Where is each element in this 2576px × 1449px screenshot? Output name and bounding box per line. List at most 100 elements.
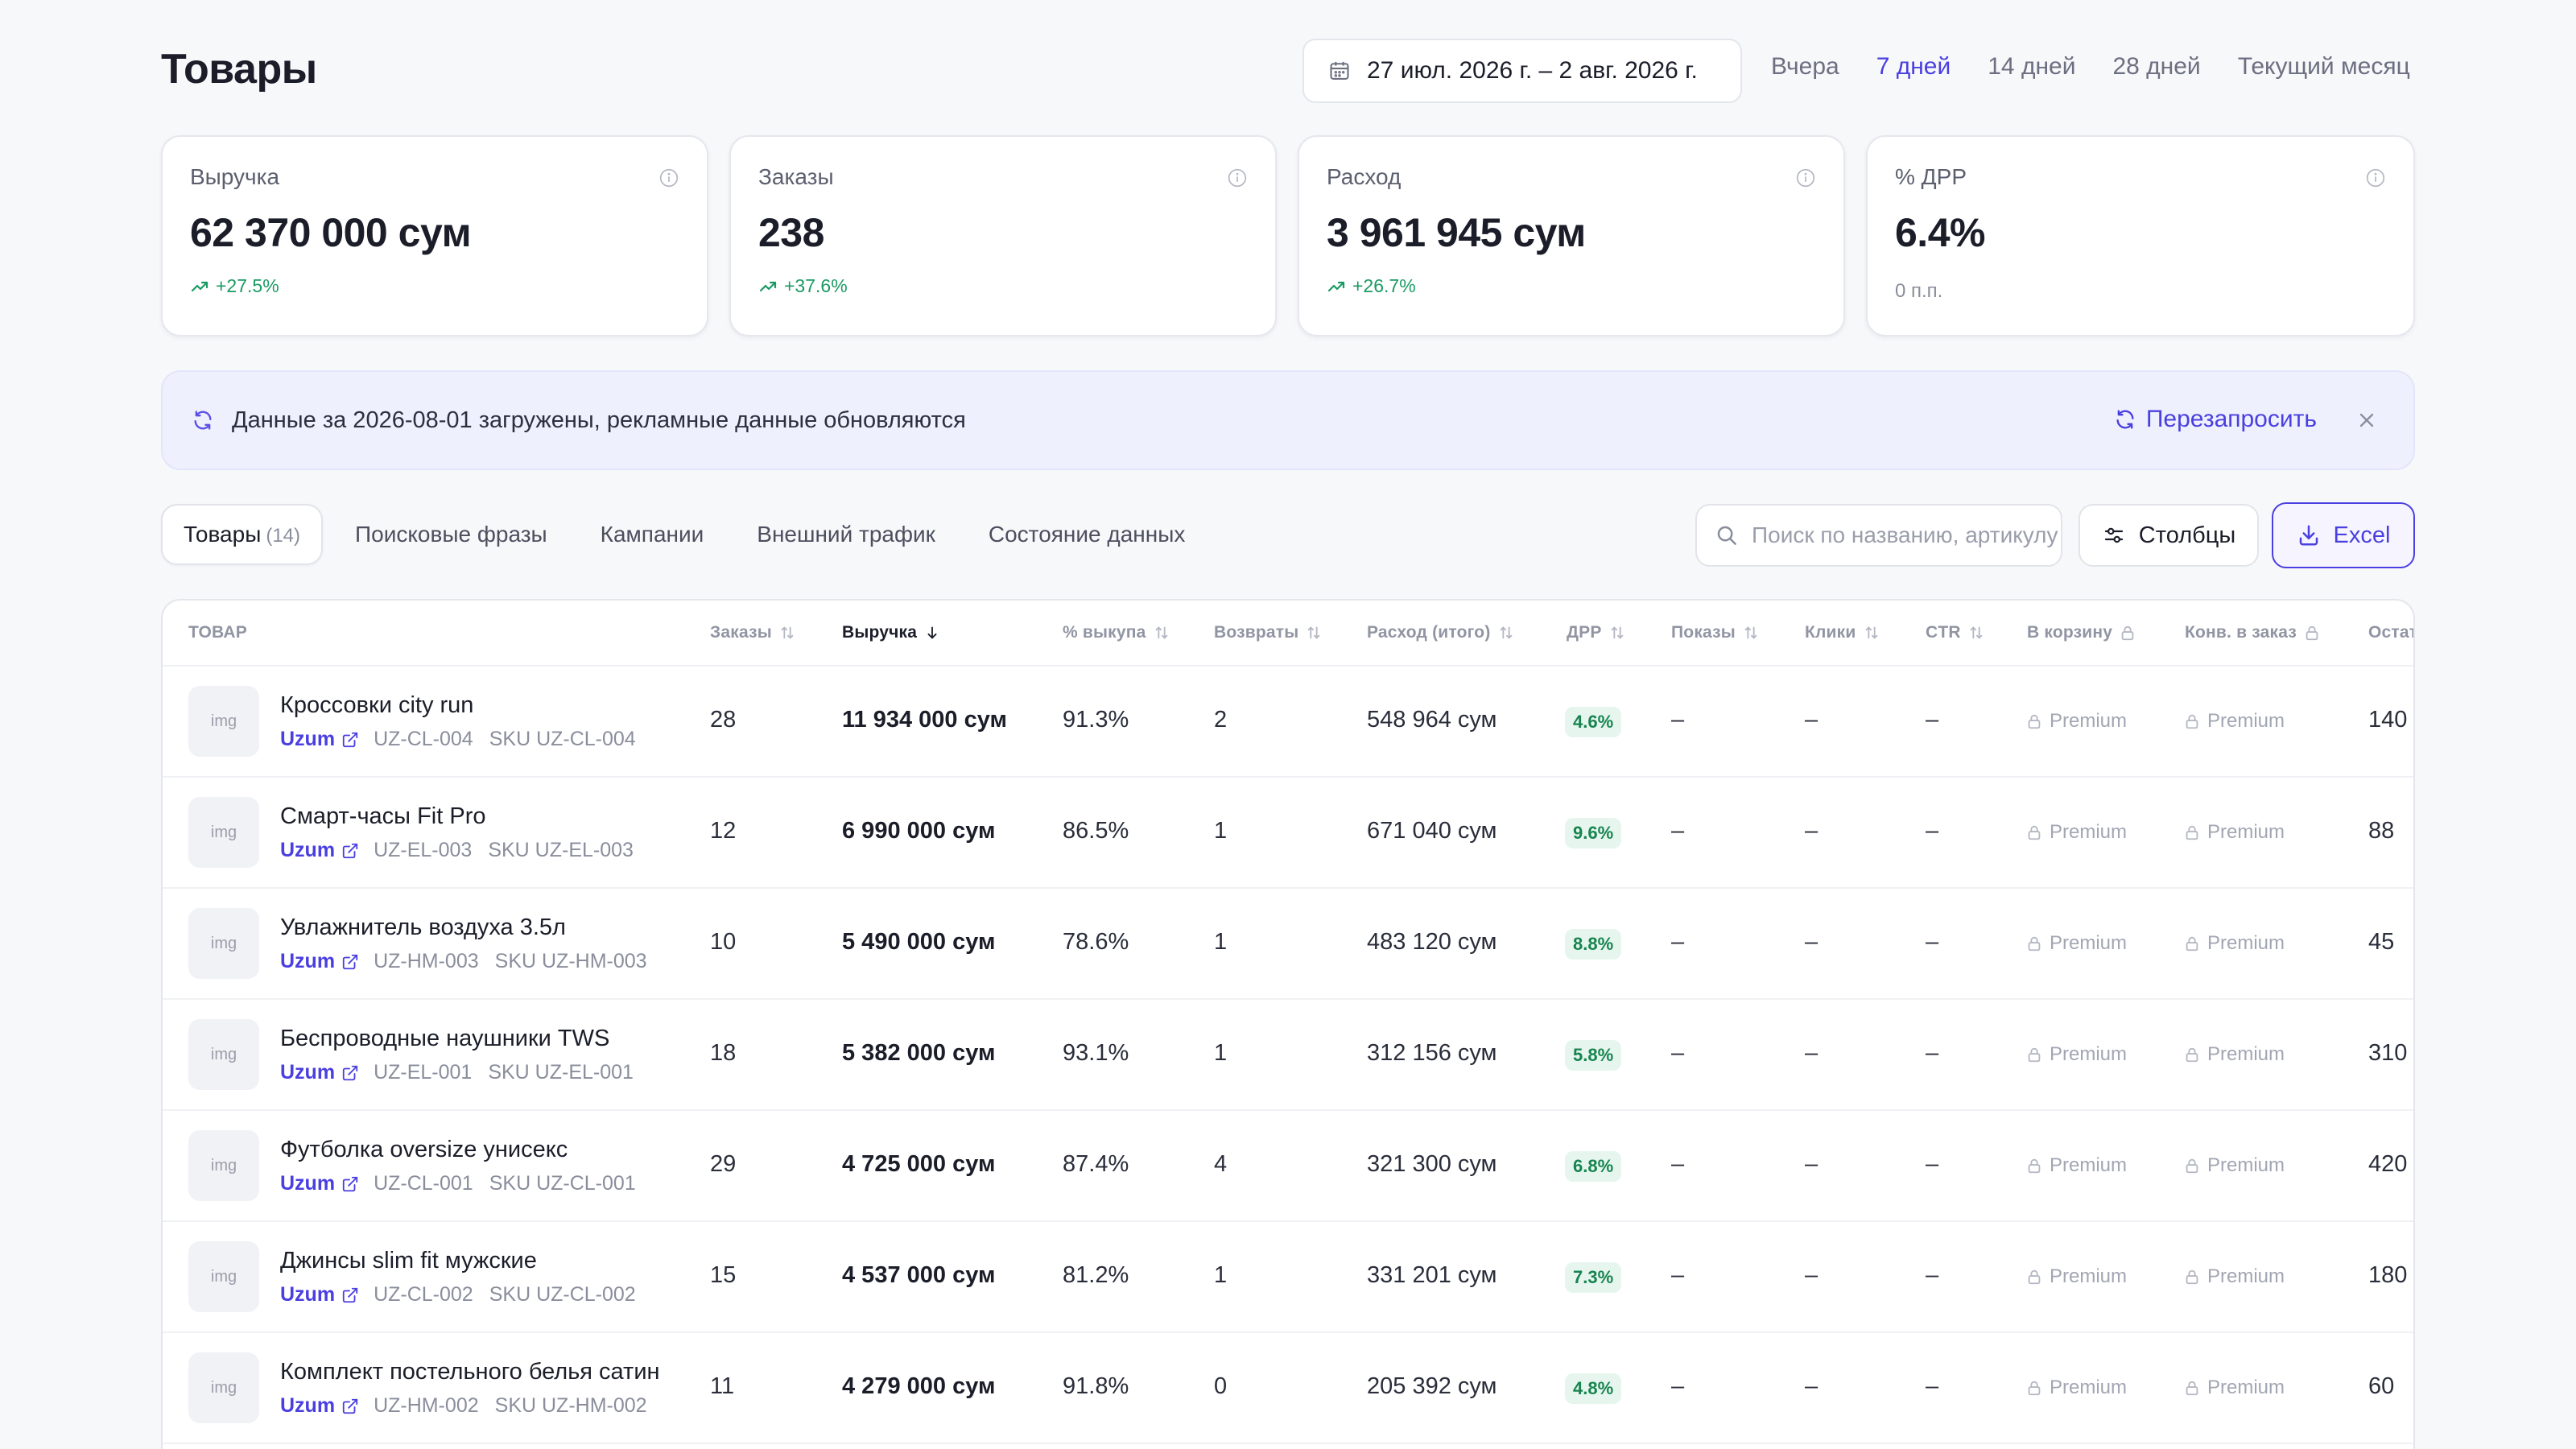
table-row[interactable]: img Беспроводные наушники TWS Uzum UZ-EL-00…	[163, 1000, 2413, 1111]
product-meta: Uzum UZ-HM-002 SKU UZ-HM-002	[280, 1394, 647, 1418]
cell-ctr: –	[1926, 818, 1939, 844]
premium-locked-cart[interactable]: Premium	[2025, 821, 2127, 844]
lock-icon	[2186, 825, 2198, 840]
premium-locked-conversion[interactable]: Premium	[2183, 821, 2285, 844]
info-icon[interactable]	[658, 167, 679, 188]
premium-locked-cart[interactable]: Premium	[2025, 932, 2127, 955]
product-name[interactable]: Джинсы slim fit мужские	[280, 1248, 537, 1274]
product-name[interactable]: Смарт-часы Fit Pro	[280, 803, 486, 829]
banner-text: Данные за 2026-08-01 загружены, рекламны…	[232, 407, 966, 433]
kpi-delta: +27.5%	[190, 275, 679, 297]
period-28-days[interactable]: 28 дней	[2112, 53, 2201, 80]
product-name[interactable]: Кроссовки city run	[280, 692, 474, 718]
cell-clicks: –	[1805, 707, 1818, 733]
marketplace-link[interactable]: Uzum	[280, 1061, 336, 1084]
cell-spend: 331 201 сум	[1367, 1262, 1497, 1288]
info-icon[interactable]	[1795, 167, 1816, 188]
col-clicks[interactable]: Клики	[1805, 623, 1880, 642]
external-link-icon[interactable]	[341, 1064, 359, 1082]
sliders-icon	[2104, 527, 2123, 543]
excel-export-button[interactable]: Excel	[2272, 502, 2415, 568]
product-name[interactable]: Беспроводные наушники TWS	[280, 1026, 610, 1051]
external-link-icon[interactable]	[341, 1286, 359, 1304]
tab-external-traffic[interactable]: Внешний трафик	[757, 522, 935, 547]
info-icon[interactable]	[1227, 167, 1248, 188]
product-article: UZ-HM-002	[374, 1394, 479, 1417]
columns-button[interactable]: Столбцы	[2079, 504, 2259, 567]
premium-locked-conversion[interactable]: Premium	[2183, 710, 2285, 733]
period-14-days[interactable]: 14 дней	[1988, 53, 2076, 80]
lock-icon	[2186, 1158, 2198, 1174]
premium-locked-cart[interactable]: Premium	[2025, 710, 2127, 733]
table-row[interactable]: img Комплект постельного белья сатин Uzum U…	[163, 1333, 2413, 1444]
search-input[interactable]	[1752, 522, 2058, 548]
products-table: ТОВАР Заказы Выручка % выкупа Возвраты Р…	[161, 599, 2415, 1449]
premium-locked-cart[interactable]: Premium	[2025, 1043, 2127, 1066]
sort-icon	[1155, 626, 1167, 639]
trend-up-icon	[191, 281, 208, 291]
product-article: UZ-HM-003	[374, 950, 479, 972]
period-current-month[interactable]: Текущий месяц	[2237, 53, 2410, 80]
cell-orders: 11	[710, 1373, 735, 1399]
premium-locked-cart[interactable]: Premium	[2025, 1377, 2127, 1399]
tab-data-status[interactable]: Состояние данных	[988, 522, 1186, 547]
col-ctr[interactable]: CTR	[1926, 623, 1985, 642]
info-icon[interactable]	[2365, 167, 2386, 188]
cell-returns: 1	[1214, 1040, 1228, 1066]
premium-locked-conversion[interactable]: Premium	[2183, 1265, 2285, 1288]
period-yesterday[interactable]: Вчера	[1771, 53, 1839, 80]
lock-icon	[2306, 625, 2318, 641]
marketplace-link[interactable]: Uzum	[280, 1283, 336, 1306]
premium-locked-cart[interactable]: Premium	[2025, 1154, 2127, 1177]
premium-locked-conversion[interactable]: Premium	[2183, 1377, 2285, 1399]
premium-locked-conversion[interactable]: Premium	[2183, 1154, 2285, 1177]
col-spend[interactable]: Расход (итого)	[1367, 623, 1515, 642]
col-conversion: Конв. в заказ	[2185, 623, 2321, 642]
close-icon[interactable]	[2355, 409, 2378, 431]
lock-icon	[2186, 1269, 2198, 1285]
table-row[interactable]: img Джинсы slim fit мужские Uzum UZ-CL-002 S…	[163, 1222, 2413, 1333]
external-link-icon[interactable]	[341, 731, 359, 749]
product-name[interactable]: Увлажнитель воздуха 3.5л	[280, 914, 566, 940]
product-name[interactable]: Футболка oversize унисекс	[280, 1137, 568, 1162]
marketplace-link[interactable]: Uzum	[280, 728, 336, 750]
table-row[interactable]: img Увлажнитель воздуха 3.5л Uzum UZ-HM-003…	[163, 889, 2413, 1000]
marketplace-link[interactable]: Uzum	[280, 1172, 336, 1195]
col-returns[interactable]: Возвраты	[1214, 623, 1323, 642]
table-row[interactable]: img Кроссовки city run Uzum UZ-CL-004 SKU UZ…	[163, 667, 2413, 778]
product-article: UZ-CL-004	[374, 728, 473, 750]
marketplace-link[interactable]: Uzum	[280, 950, 336, 972]
col-revenue[interactable]: Выручка	[842, 623, 941, 642]
tab-campaigns[interactable]: Кампании	[600, 522, 704, 547]
col-orders[interactable]: Заказы	[710, 623, 796, 642]
premium-locked-conversion[interactable]: Premium	[2183, 1043, 2285, 1066]
period-7-days[interactable]: 7 дней	[1876, 53, 1951, 80]
cell-buyout: 91.3%	[1063, 707, 1129, 733]
marketplace-link[interactable]: Uzum	[280, 839, 336, 861]
refetch-button[interactable]: Перезапросить	[2114, 406, 2317, 433]
premium-locked-cart[interactable]: Premium	[2025, 1265, 2127, 1288]
external-link-icon[interactable]	[341, 953, 359, 971]
table-row[interactable]: img Футболка oversize унисекс Uzum UZ-CL-00…	[163, 1111, 2413, 1222]
external-link-icon[interactable]	[341, 842, 359, 860]
external-link-icon[interactable]	[341, 1397, 359, 1415]
product-name[interactable]: Комплект постельного белья сатин	[280, 1359, 660, 1385]
col-buyout[interactable]: % выкупа	[1063, 623, 1170, 642]
tab-search-phrases[interactable]: Поисковые фразы	[355, 522, 547, 547]
premium-locked-conversion[interactable]: Premium	[2183, 932, 2285, 955]
tab-products[interactable]: Товары (14)	[161, 504, 324, 565]
lock-icon	[2186, 936, 2198, 952]
col-impressions[interactable]: Показы	[1671, 623, 1760, 642]
cell-buyout: 78.6%	[1063, 929, 1129, 955]
external-link-icon[interactable]	[341, 1175, 359, 1193]
lock-icon	[2028, 936, 2041, 952]
cell-stock: 180	[2368, 1262, 2408, 1288]
date-range-picker[interactable]: 27 июл. 2026 г. – 2 авг. 2026 г.	[1302, 39, 1742, 103]
table-row[interactable]: img Смарт-часы Fit Pro Uzum UZ-EL-003 SKU UZ…	[163, 778, 2413, 889]
marketplace-link[interactable]: Uzum	[280, 1394, 336, 1417]
cell-clicks: –	[1805, 1040, 1818, 1066]
col-to-cart: В корзину	[2027, 623, 2136, 642]
col-stock[interactable]: Остатки	[2368, 623, 2413, 642]
col-drr[interactable]: ДРР	[1567, 623, 1626, 642]
drr-badge: 7.3%	[1565, 1262, 1622, 1293]
